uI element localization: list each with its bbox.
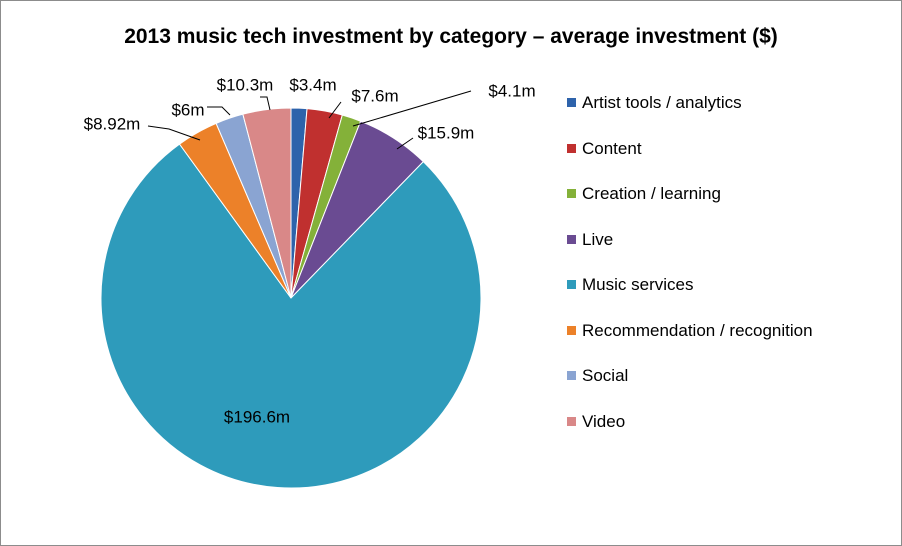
leader-line-content xyxy=(328,101,342,119)
data-label-creation-learning: $4.1m xyxy=(488,81,535,100)
leader-line-live xyxy=(396,137,414,150)
legend-item-live: Live xyxy=(567,229,813,275)
data-label-recommendation-recognition: $8.92m xyxy=(84,114,141,133)
legend-label: Social xyxy=(582,366,629,385)
pie-slice-music-services xyxy=(100,143,482,489)
legend-swatch xyxy=(567,98,576,107)
legend-label: Creation / learning xyxy=(582,184,721,203)
legend-swatch xyxy=(567,280,576,289)
data-label-content: $7.6m xyxy=(351,86,398,105)
legend-item-creation-learning: Creation / learning xyxy=(567,183,813,229)
legend-label: Music services xyxy=(582,275,694,294)
legend-item-recommendation-recognition: Recommendation / recognition xyxy=(567,320,813,366)
data-label-artist-tools-analytics: $3.4m xyxy=(289,75,336,94)
legend-swatch xyxy=(567,416,576,426)
legend-swatch xyxy=(567,189,576,198)
legend-item-social: Social xyxy=(567,365,813,411)
leader-line-video xyxy=(260,96,271,111)
data-label-video: $10.3m xyxy=(217,75,274,94)
pie-slice-video xyxy=(242,107,292,299)
legend-swatch xyxy=(567,371,576,380)
chart-title: 2013 music tech investment by category –… xyxy=(124,25,778,48)
legend-item-content: Content xyxy=(567,138,813,184)
legend-item-music-services: Music services xyxy=(567,274,813,320)
legend-label: Recommendation / recognition xyxy=(582,320,813,340)
legend-label: Artist tools / analytics xyxy=(582,93,742,112)
leader-line-social xyxy=(207,106,231,116)
leader-line-creation-learning xyxy=(352,90,472,127)
legend-label: Live xyxy=(582,229,614,249)
legend-swatch xyxy=(567,234,576,244)
legend-label: Content xyxy=(582,138,642,158)
data-label-music-services: $196.6m xyxy=(224,407,290,426)
legend: Artist tools / analytics Content Creation … xyxy=(567,92,813,456)
data-label-social: $6m xyxy=(171,100,204,119)
legend-swatch xyxy=(567,325,576,335)
leader-line-recommendation-recognition xyxy=(147,125,201,141)
legend-label: Video xyxy=(582,411,626,431)
legend-swatch xyxy=(567,143,576,153)
data-label-live: $15.9m xyxy=(418,123,475,142)
legend-item-artist-tools-analytics: Artist tools / analytics xyxy=(567,92,813,138)
legend-item-video: Video xyxy=(567,411,813,457)
